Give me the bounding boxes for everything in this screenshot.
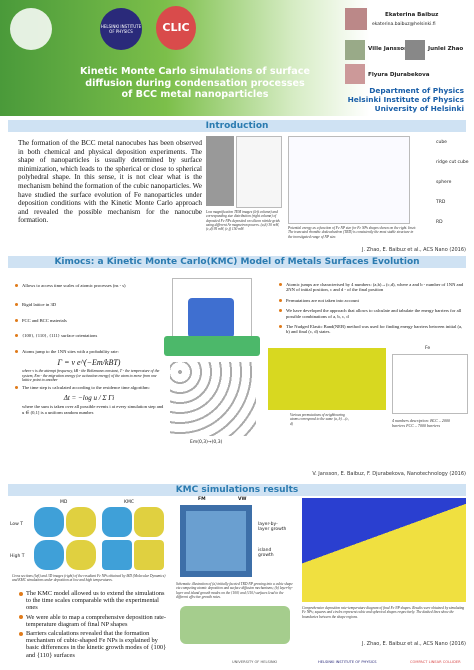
author-email: ekaterina.baibuz@helsinki.fi: [372, 22, 436, 27]
growth-label: island growth: [258, 548, 274, 558]
np-image: [34, 507, 64, 537]
citation: J. Zhao, E. Baibuz et al., ACS Nano (201…: [361, 641, 466, 647]
explanation: where the sum is taken over all possible…: [22, 404, 164, 415]
bullet: We have developed the approach that allo…: [279, 308, 466, 319]
figure-caption: Various permutations of neighbouring ato…: [290, 413, 349, 426]
figure-caption: Comprehensive deposition rate-temperatur…: [302, 606, 465, 619]
barrier-plot: [392, 354, 468, 414]
bullet: Atoms jump to the 1NN sites with a proba…: [15, 349, 164, 354]
photo: [405, 40, 425, 60]
figure-caption: Cross sections (left) and 3D images (rig…: [12, 574, 166, 583]
np-shapes: [180, 606, 290, 644]
substrate: [164, 336, 260, 356]
np-image: [134, 507, 164, 537]
affiliation: Department of Physics: [369, 86, 464, 95]
citation: J. Zhao, E. Baibuz et al., ACS Nano (201…: [361, 247, 466, 253]
photo: [345, 8, 367, 30]
np-image: [66, 507, 96, 537]
hip-logo: HELSINKI INSTITUTE OF PHYSICS: [100, 8, 142, 50]
lattice-diagram: [170, 362, 256, 436]
bullet: {100}, {110}, {111} surface orientations: [15, 333, 164, 338]
energy-plot: [288, 136, 410, 224]
author-name: Junlei Zhao: [428, 46, 464, 52]
permutation-grid: [268, 348, 386, 410]
shape-label: ridge cut cube: [436, 160, 469, 165]
flame-logo: [10, 8, 52, 50]
bullet: Atomic jumps are characterised by 4 numb…: [279, 282, 466, 293]
shape-label: cube: [436, 140, 447, 145]
growth-label: FM: [198, 497, 206, 502]
row-label: Low T: [10, 522, 24, 527]
footer-logo: COMPACT LINEAR COLLIDER: [410, 660, 461, 664]
author-name: Ville Jansson: [368, 46, 409, 52]
photo: [345, 40, 365, 60]
footer-logo: UNIVERSITY OF HELSINKI: [232, 660, 277, 664]
plot-label: Fe: [425, 346, 431, 351]
schematic: [180, 505, 252, 577]
bullet: Allows to access time scales of atomic p…: [15, 283, 164, 288]
bullet: The Nudged Elastic Band(NEB) method was …: [279, 324, 466, 335]
growth-label: layer-by-layer growth: [258, 522, 287, 532]
section-heading: Introduction: [8, 120, 466, 132]
shape-diagram: [302, 498, 466, 602]
left-bullets: Allows to access time scales of atomic p…: [14, 283, 164, 415]
header-bg: [0, 0, 474, 116]
growth-label: VW: [238, 497, 247, 502]
np-image: [102, 507, 132, 537]
section-heading: KMC simulations results: [8, 484, 466, 496]
poster-title: Kinetic Monte Carlo simulations of surfa…: [80, 66, 310, 100]
np-image: [134, 540, 164, 570]
figure-caption: Potential energy as a function of Fe NP …: [288, 226, 417, 239]
right-bullets: Atomic jumps are characterised by 4 numb…: [278, 282, 466, 340]
author-name: Ekaterina Baibuz: [385, 12, 439, 18]
section-heading: Kimocs: a Kinetic Monte Carlo(KMC) Model…: [8, 256, 466, 268]
figure-caption: Low magnification TEM images (left colum…: [206, 210, 280, 232]
tem-images: [206, 136, 234, 206]
bullet: Permutations are not taken into account: [279, 298, 466, 303]
row-label: High T: [10, 554, 25, 559]
author-name: Flyura Djurabekova: [368, 72, 430, 78]
photo: [345, 64, 365, 84]
formula: Δt = −log u / Σ Γi: [63, 394, 115, 403]
size-distribution: [236, 136, 282, 208]
description: 4 numbers description: BCC – 2000 barrie…: [392, 418, 450, 428]
bullet: The KMC model allowed us to extend the s…: [19, 590, 168, 612]
result-bullets: The KMC model allowed us to extend the s…: [18, 590, 168, 661]
bullet: Rigid lattice in 3D: [15, 302, 164, 307]
np-image: [66, 540, 96, 570]
bullet: Barriers calculations revealed that the …: [19, 630, 167, 659]
bullet: FCC and BCC materials: [15, 318, 164, 323]
shape-label: RD: [436, 220, 443, 225]
lattice-label: Em(0,3)→(0,3): [190, 440, 223, 445]
hip-logo-text: HELSINKI INSTITUTE OF PHYSICS: [100, 24, 142, 34]
formula: Γ = ν e^(−Em/kBT): [57, 358, 121, 368]
np-image: [102, 540, 132, 570]
intro-text: The formation of the BCC metal nanocubes…: [18, 139, 202, 225]
figure-caption: Schematic illustration of (a) initially …: [176, 582, 293, 599]
shape-label: TRD: [436, 200, 446, 205]
shape-label: sphere: [436, 180, 452, 185]
bullet: The time step is calculated according to…: [15, 385, 164, 390]
clic-logo: CLIC: [156, 6, 196, 50]
nanoparticle: [188, 298, 234, 338]
bullet: We were able to map a comprehensive depo…: [19, 613, 167, 628]
np-image: [34, 540, 64, 570]
column-label: KMC: [124, 500, 134, 505]
explanation: where ν is the attempt frequency, kB - t…: [22, 369, 160, 383]
citation: V. Jansson, E. Baibuz, F. Djurabekova, N…: [312, 471, 466, 477]
affiliation: Helsinki Institute of Physics: [347, 95, 464, 104]
column-label: MD: [60, 500, 68, 505]
shape-list: cube ridge cut cube sphere TRD RD: [414, 140, 470, 240]
footer-logo: HELSINKI INSTITUTE OF PHYSICS: [318, 660, 377, 664]
affiliation: University of Helsinki: [374, 104, 464, 113]
